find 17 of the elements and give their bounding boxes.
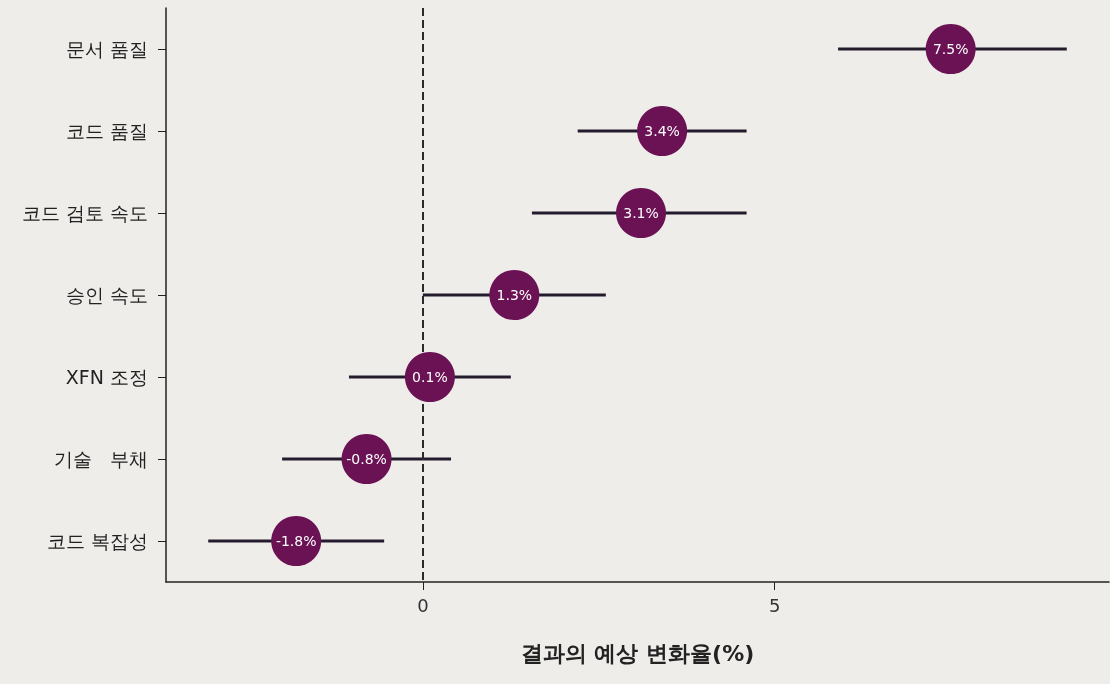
data-label: -0.8%: [346, 451, 387, 467]
data-label: 7.5%: [932, 41, 969, 57]
y-tick-label: 코드 복잡성: [46, 530, 148, 552]
data-label: 3.4%: [644, 123, 680, 139]
y-tick-label: 코드 품질: [65, 120, 148, 142]
x-tick-label: 0: [417, 594, 429, 616]
x-axis-title: 결과의 예상 변화율(%): [520, 640, 755, 666]
y-tick-label: 코드 검토 속도: [21, 202, 148, 224]
data-label: 1.3%: [496, 287, 533, 303]
y-tick-label: 기술 부채: [53, 448, 148, 470]
data-label: 0.1%: [412, 369, 448, 385]
y-tick-label: 문서 품질: [65, 38, 148, 60]
y-tick-label: 승인 속도: [65, 284, 148, 306]
y-tick-label: XFN 조정: [65, 366, 148, 388]
data-label: 3.1%: [623, 205, 659, 221]
x-tick-label: 5: [769, 594, 781, 616]
data-label: -1.8%: [275, 533, 317, 549]
